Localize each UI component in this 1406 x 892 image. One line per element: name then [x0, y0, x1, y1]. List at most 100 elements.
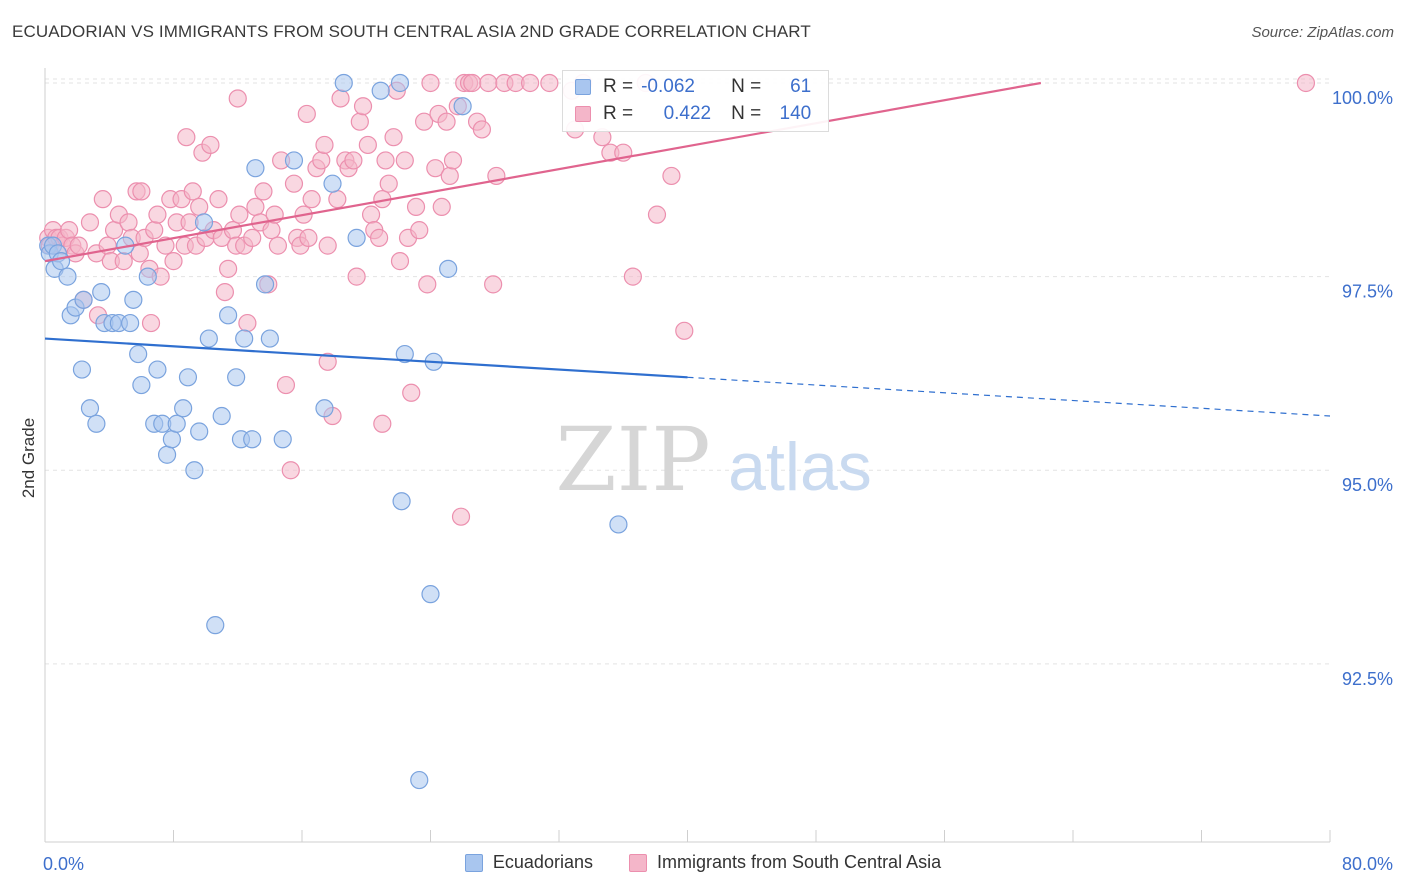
- immigrant-point: [254, 182, 273, 201]
- ecuadorian-point: [371, 81, 390, 100]
- ecuadorian-point: [167, 414, 186, 433]
- ecuadorian-point: [199, 329, 218, 348]
- immigrant-point: [395, 151, 414, 170]
- y-tick-label: 95.0%: [1342, 475, 1393, 495]
- n-value: 140: [779, 103, 812, 124]
- immigrant-point: [132, 182, 151, 201]
- immigrant-point: [331, 89, 350, 108]
- immigrant-point: [262, 221, 281, 240]
- immigrant-point: [443, 151, 463, 170]
- y-tick-label: 97.5%: [1342, 282, 1393, 302]
- immigrant-point: [230, 205, 249, 224]
- immigrant-point: [410, 221, 429, 240]
- immigrant-point: [281, 461, 300, 480]
- immigrant-point: [384, 128, 403, 147]
- ecuadorian-point: [190, 422, 209, 441]
- immigrant-point: [119, 213, 138, 232]
- ecuadorian-point: [185, 461, 204, 480]
- ecuadorian-point: [157, 445, 177, 464]
- immigrant-point: [228, 89, 247, 108]
- ecuadorian-point: [227, 368, 246, 387]
- ecuadorian-point: [162, 430, 181, 449]
- immigrant-point: [276, 375, 296, 395]
- immigrant-point: [284, 174, 304, 193]
- ecuadorian-point: [315, 399, 334, 418]
- immigrant-point: [421, 73, 440, 93]
- immigrant-point: [93, 190, 112, 209]
- ecuadorian-point: [58, 267, 77, 286]
- ecuadorian-point: [273, 430, 292, 449]
- immigrant-point: [302, 190, 321, 209]
- immigrant-point: [379, 174, 398, 193]
- immigrant-point: [215, 282, 234, 302]
- immigrant-point: [223, 221, 243, 240]
- immigrant-point: [463, 73, 482, 93]
- immigrant-point: [315, 135, 334, 155]
- r-label: R =: [603, 103, 634, 124]
- immigrant-point: [177, 128, 196, 147]
- ecuadorian-point: [255, 275, 275, 294]
- immigrant-trend-line: [44, 81, 1042, 263]
- x-tick-label: 80.0%: [1342, 854, 1393, 874]
- immigrant-point: [69, 236, 88, 255]
- watermark: ZIP atlas: [555, 408, 871, 511]
- stats-row-immigrants: R = 0.422 N = 140: [575, 102, 811, 126]
- immigrant-point: [406, 197, 426, 217]
- ecuadorian-point: [439, 259, 458, 278]
- immigrant-point: [183, 182, 202, 201]
- ecuadorian-point: [132, 375, 151, 395]
- ecuadorian-point: [72, 360, 92, 379]
- immigrant-point: [361, 205, 381, 224]
- immigrant-point: [390, 252, 410, 271]
- immigrant-point: [675, 321, 694, 340]
- blue-swatch-icon: [575, 79, 591, 95]
- immigrant-point: [479, 73, 498, 93]
- trend-lines: [44, 81, 1331, 417]
- ecuadorian-point: [124, 290, 143, 309]
- ecuadorian-point: [410, 770, 429, 790]
- immigrant-point: [59, 221, 79, 240]
- immigrant-point: [440, 166, 459, 186]
- ecuadorian-point: [243, 430, 262, 449]
- immigrant-point: [80, 213, 100, 232]
- immigrant-point: [318, 352, 337, 371]
- immigrant-point: [451, 507, 471, 526]
- immigrant-point: [623, 267, 642, 286]
- ecuadorian-point: [148, 360, 167, 379]
- n-value: 61: [790, 76, 812, 97]
- ecuadorian-point: [92, 282, 111, 302]
- ecuadorian-point: [390, 73, 410, 93]
- ecuadorian-point: [129, 344, 148, 364]
- immigrant-point: [662, 166, 681, 186]
- ecuadorian-point: [194, 213, 214, 232]
- immigrant-point: [243, 228, 262, 247]
- y-axis-label: 2nd Grade: [19, 418, 38, 498]
- immigrant-point: [358, 135, 377, 155]
- immigrant-point: [1296, 73, 1316, 93]
- immigrant-point: [347, 267, 366, 286]
- immigrant-point: [373, 414, 392, 433]
- ecuadorian-point: [219, 306, 238, 325]
- ecuadorian-trend-line: [44, 337, 688, 379]
- immigrant-point: [238, 313, 257, 333]
- legend-item-immigrants: Immigrants from South Central Asia: [628, 852, 941, 873]
- data-points: [39, 73, 1316, 790]
- immigrant-point: [148, 205, 167, 224]
- immigrant-point: [164, 252, 183, 271]
- ecuadorian-point: [121, 313, 140, 333]
- immigrant-point: [297, 104, 316, 124]
- immigrant-point: [201, 135, 220, 155]
- immigrant-point: [145, 221, 164, 240]
- ecuadorian-point: [334, 73, 353, 93]
- ecuadorian-point: [174, 399, 193, 418]
- ecuadorian-trend-extension: [687, 376, 1331, 417]
- stats-legend: R = -0.062 N = 61 R = 0.422 N = 140: [562, 70, 829, 132]
- pink-swatch-icon: [575, 106, 591, 122]
- r-value: -0.062: [641, 76, 695, 97]
- watermark-atlas: atlas: [728, 429, 872, 505]
- ecuadorian-point: [395, 344, 414, 364]
- legend-label: Ecuadorians: [492, 852, 593, 872]
- immigrant-point: [114, 252, 133, 271]
- immigrant-point: [353, 97, 373, 116]
